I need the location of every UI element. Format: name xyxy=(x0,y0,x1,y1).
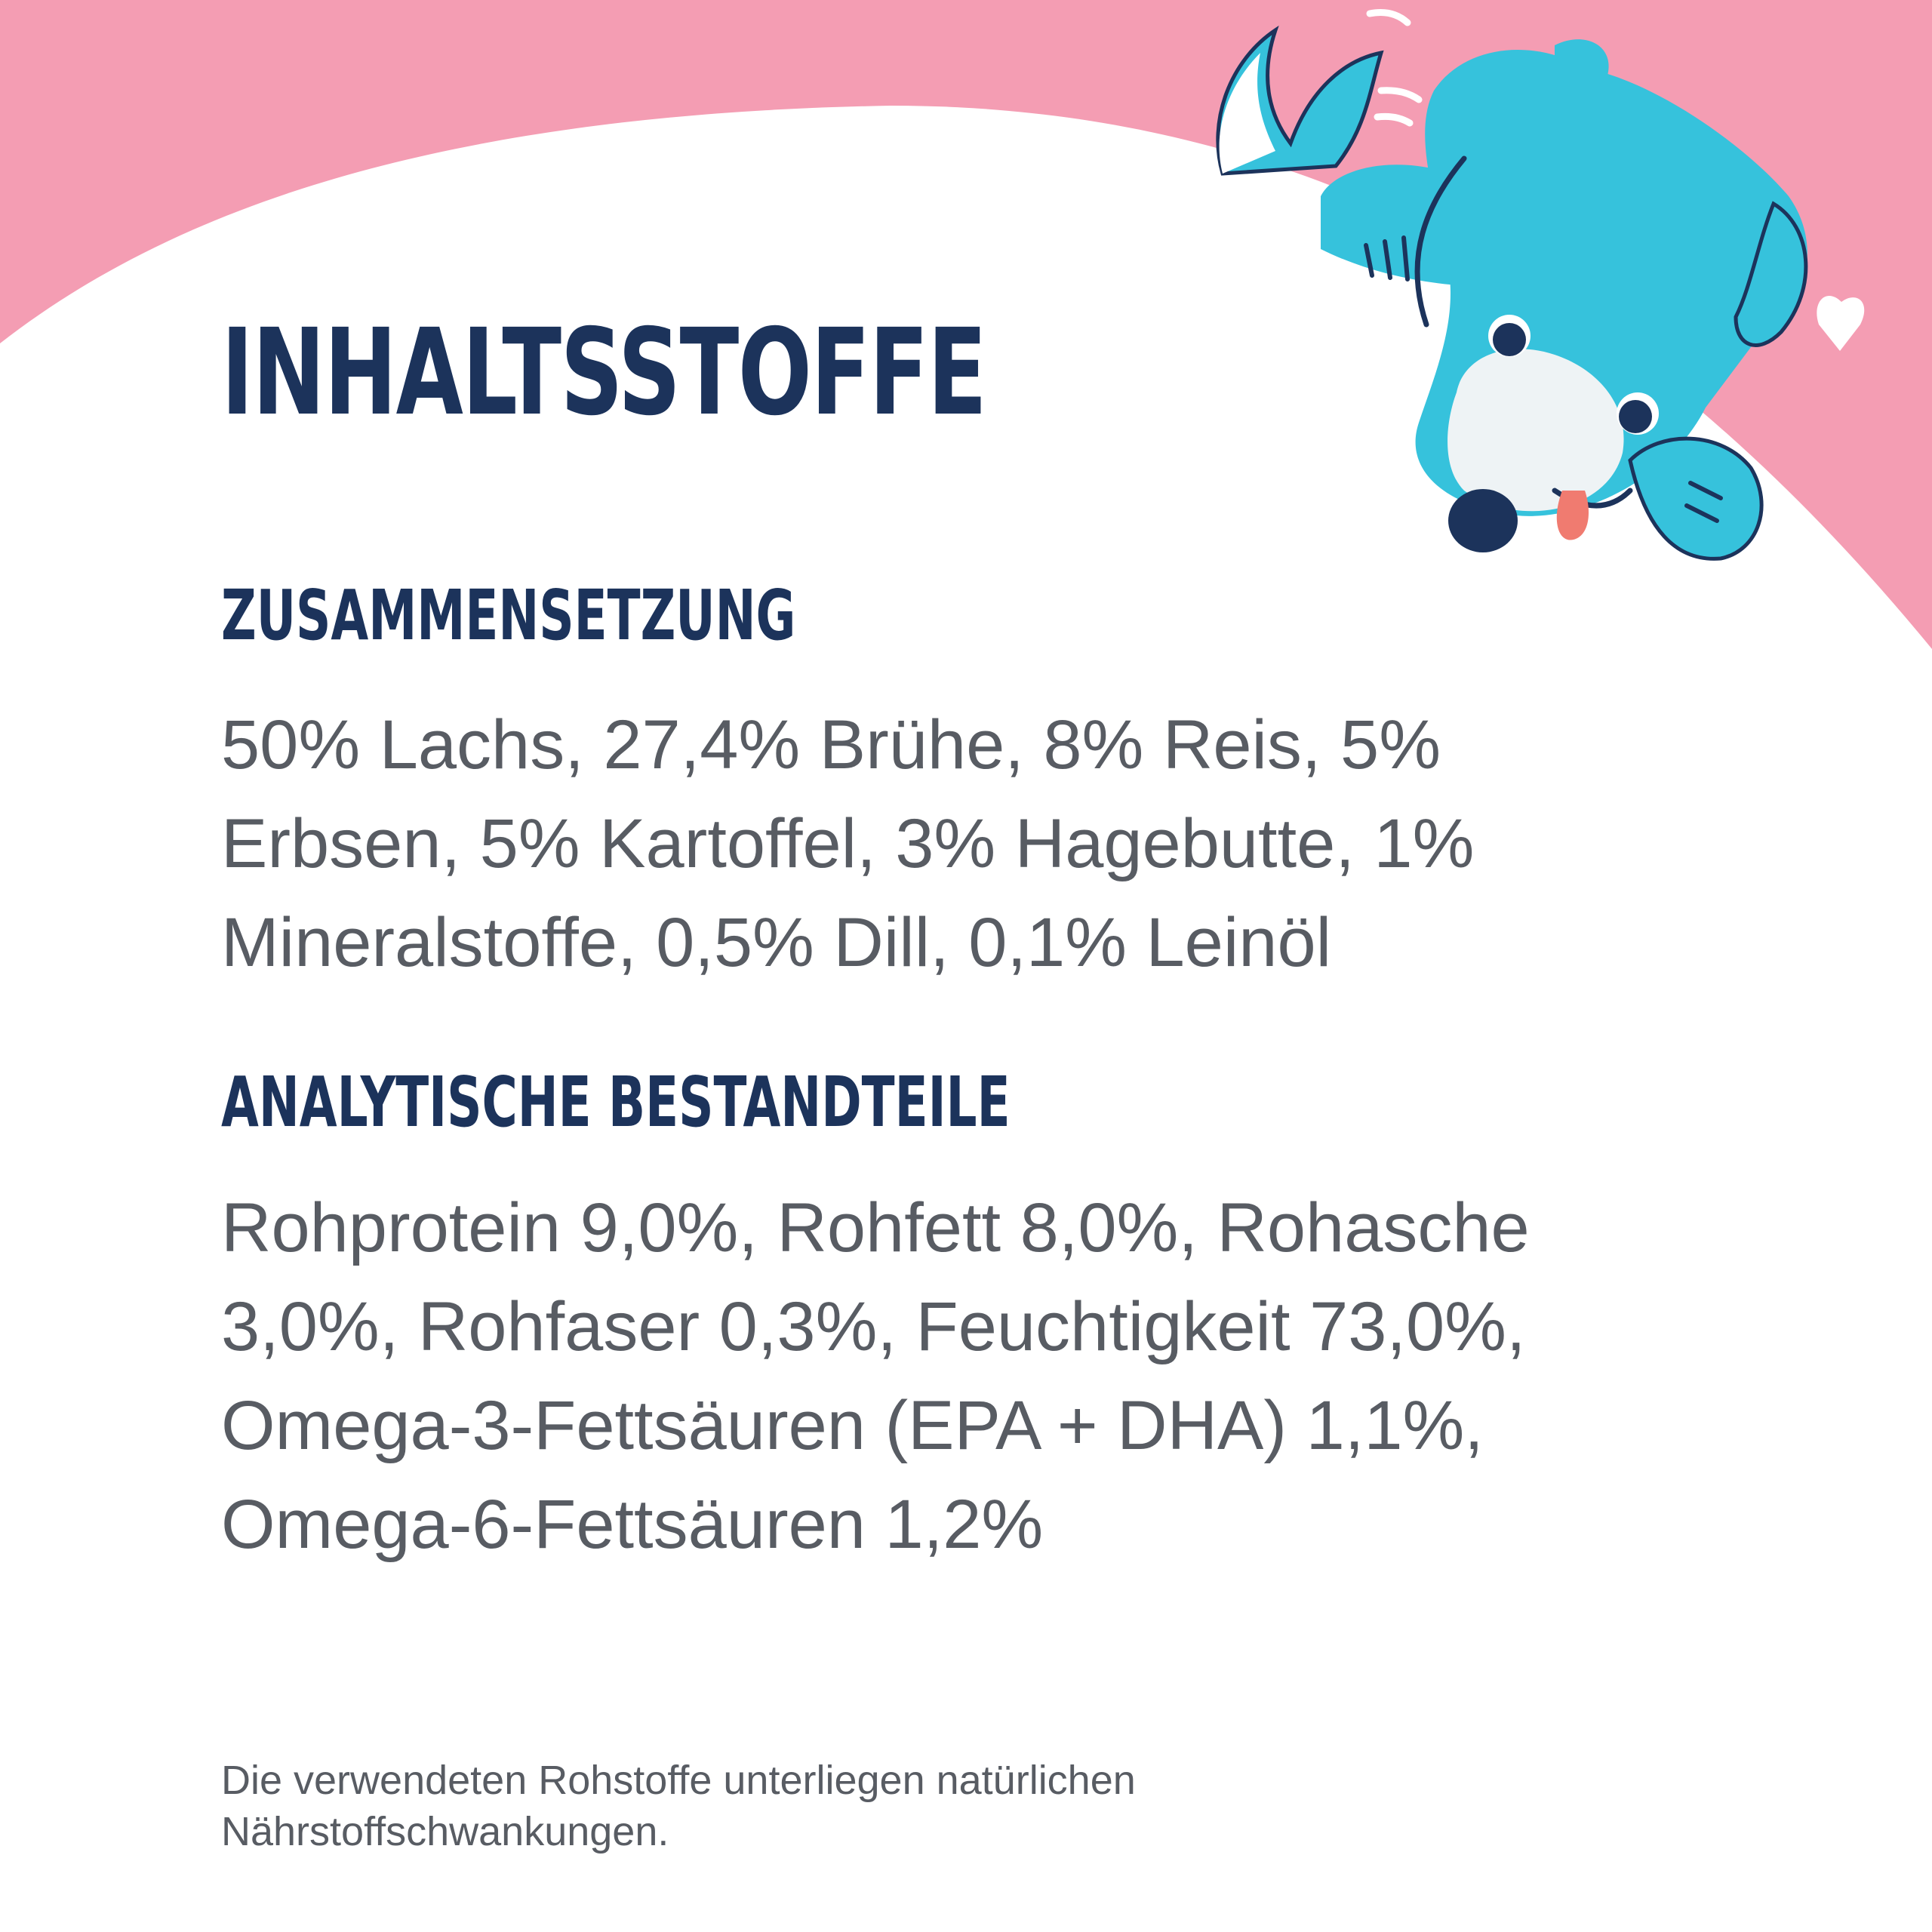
section-heading-zusammensetzung: ZUSAMMENSETZUNG xyxy=(221,575,796,656)
section-heading-analytische-bestandteile: ANALYTISCHE BESTANDTEILE xyxy=(221,1062,1011,1143)
section-text-analytische-bestandteile: Rohprotein 9,0%, Rohfett 8,0%, Rohasche … xyxy=(221,1189,1530,1563)
page-title: INHALTSSTOFFE xyxy=(221,303,987,442)
section-text-zusammensetzung: 50% Lachs, 27,4% Brühe, 8% Reis, 5% Erbs… xyxy=(221,706,1475,981)
dog-peeking-icon xyxy=(1216,9,1865,561)
footnote: Die verwendeten Rohstoffe unterliegen na… xyxy=(221,1758,1136,1854)
